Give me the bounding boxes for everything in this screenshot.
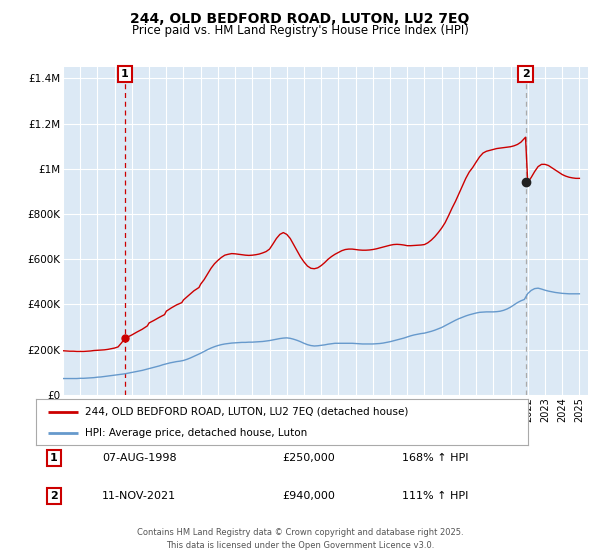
Text: Price paid vs. HM Land Registry's House Price Index (HPI): Price paid vs. HM Land Registry's House … (131, 24, 469, 36)
Text: 168% ↑ HPI: 168% ↑ HPI (402, 453, 469, 463)
Text: 11-NOV-2021: 11-NOV-2021 (102, 491, 176, 501)
Text: 07-AUG-1998: 07-AUG-1998 (102, 453, 176, 463)
Text: 1: 1 (50, 453, 58, 463)
Text: 1: 1 (121, 69, 129, 79)
Text: Contains HM Land Registry data © Crown copyright and database right 2025.
This d: Contains HM Land Registry data © Crown c… (137, 529, 463, 550)
Text: 244, OLD BEDFORD ROAD, LUTON, LU2 7EQ (detached house): 244, OLD BEDFORD ROAD, LUTON, LU2 7EQ (d… (85, 407, 409, 417)
Text: 2: 2 (50, 491, 58, 501)
Text: 244, OLD BEDFORD ROAD, LUTON, LU2 7EQ: 244, OLD BEDFORD ROAD, LUTON, LU2 7EQ (130, 12, 470, 26)
Text: £940,000: £940,000 (282, 491, 335, 501)
Text: £250,000: £250,000 (282, 453, 335, 463)
Text: HPI: Average price, detached house, Luton: HPI: Average price, detached house, Luto… (85, 428, 307, 438)
Text: 111% ↑ HPI: 111% ↑ HPI (402, 491, 469, 501)
Text: 2: 2 (521, 69, 529, 79)
